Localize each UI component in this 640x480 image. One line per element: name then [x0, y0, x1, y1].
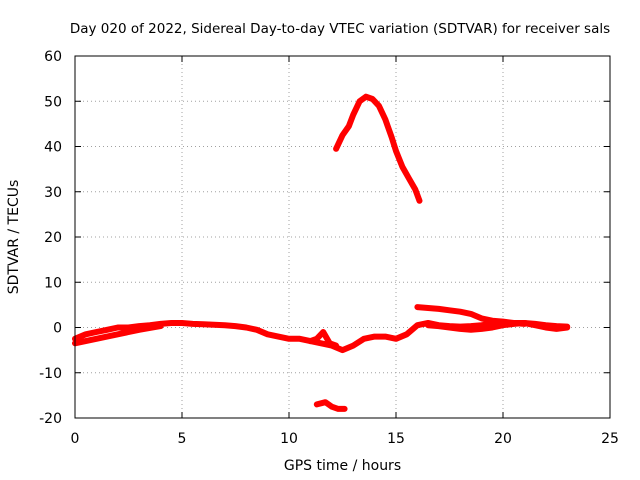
grid [75, 56, 610, 418]
y-tick-label: 0 [53, 321, 62, 337]
x-tick-label: 0 [71, 431, 80, 447]
x-tick-label: 10 [280, 431, 298, 447]
y-tick-label: 20 [44, 230, 62, 246]
y-tick-label: -10 [39, 366, 62, 382]
chart-title: Day 020 of 2022, Sidereal Day-to-day VTE… [70, 21, 610, 37]
axis-ticks: 0 5 10 15 20 25 -20 -10 0 10 20 30 40 50 60 [39, 49, 619, 447]
y-tick-label: 10 [44, 275, 62, 291]
x-axis-label: GPS time / hours [284, 458, 401, 474]
data-series [72, 93, 571, 412]
series-peak-arc [333, 93, 423, 204]
series-negative-fragment [313, 399, 348, 412]
y-tick-label: 50 [44, 94, 62, 110]
x-tick-label: 25 [601, 431, 619, 447]
x-tick-label: 15 [387, 431, 405, 447]
y-tick-label: 60 [44, 49, 62, 65]
x-tick-label: 20 [494, 431, 512, 447]
series-night-lower [425, 320, 571, 333]
y-tick-label: 30 [44, 185, 62, 201]
y-axis-label: SDTVAR / TECUs [6, 180, 22, 295]
x-tick-label: 5 [178, 431, 187, 447]
series-low-tail [72, 323, 164, 347]
y-tick-label: 40 [44, 140, 62, 156]
series-pre-noon-bump [307, 329, 340, 349]
y-tick-label: -20 [39, 411, 62, 427]
